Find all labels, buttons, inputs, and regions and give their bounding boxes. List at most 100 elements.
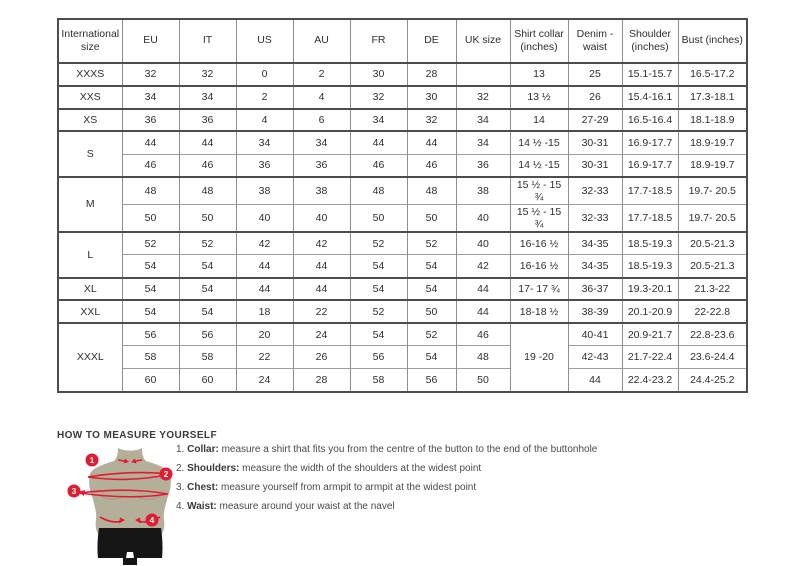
mannequin-shorts — [97, 528, 163, 558]
size-cell: 30 — [349, 62, 408, 86]
size-group-label: XXL — [57, 299, 123, 324]
size-group-label: XXXL — [57, 322, 123, 392]
size-cell: 54 — [349, 276, 408, 301]
table-row: 54 54 44 44 54 54 42 16-16 ½ 34-35 18.5-19.3 20.5-… — [58, 254, 748, 278]
size-cell: 20.9-21.7 — [621, 322, 679, 346]
size-cell-collar-merged: 19 -20 — [509, 322, 569, 392]
size-cell: 34 — [349, 107, 408, 132]
size-cell: 46 — [349, 153, 408, 177]
size-cell: 34 — [292, 130, 351, 155]
measure-instruction-number: 1. — [176, 444, 188, 455]
size-cell: 21.7-22.4 — [621, 345, 679, 369]
size-cell: 34 — [455, 130, 511, 155]
size-cell: 16-16 ½ — [509, 254, 569, 278]
chest-tape-upper — [79, 489, 169, 495]
measure-instruction-text: measure around your waist at the navel — [216, 501, 395, 512]
size-cell: 40 — [455, 230, 511, 255]
size-cell: 50 — [406, 203, 457, 232]
table-row: M 48 48 38 38 48 48 38 15 ½ - 15 ¾ 32-33 17.7-18.5… — [57, 175, 748, 232]
table-row: 46 46 36 36 46 46 36 14 ½ -15 30-31 16.9-17.7 18.9… — [58, 153, 748, 177]
size-cell: 54 — [349, 322, 408, 346]
size-cell: 46 — [178, 153, 237, 177]
size-cell: 38 — [455, 176, 511, 205]
size-cell: 19.3-20.1 — [621, 276, 679, 301]
size-cell: 18 — [235, 299, 294, 324]
size-group-label: L — [57, 230, 123, 278]
svg-text:3: 3 — [72, 486, 77, 496]
size-cell: 46 — [121, 153, 180, 177]
size-cell: 36 — [178, 107, 237, 132]
size-group-label: XL — [57, 276, 123, 301]
size-cell: 24.4-25.2 — [677, 368, 748, 392]
column-header: Bust (inches) — [677, 19, 748, 64]
column-header: International size — [57, 19, 123, 64]
size-cell: 46 — [406, 153, 457, 177]
size-cell: 56 — [178, 322, 237, 346]
size-cell: 27-29 — [567, 107, 623, 132]
size-cell: 42 — [292, 230, 351, 255]
size-cell: 52 — [178, 230, 237, 255]
size-cell: 54 — [178, 276, 237, 301]
size-cell: 44 — [455, 299, 511, 324]
size-cell: 44 — [235, 254, 294, 278]
size-table-head: International size EU IT US AU FR DE UK size Shi… — [57, 19, 748, 64]
size-cell: 58 — [178, 345, 237, 369]
size-cell: 52 — [121, 230, 180, 255]
size-cell: 16.9-17.7 — [621, 130, 679, 155]
size-cell: 17.7-18.5 — [621, 203, 679, 232]
size-cell: 14 ½ -15 — [509, 153, 569, 177]
size-cell: 30-31 — [567, 153, 623, 177]
size-cell: 38 — [292, 176, 351, 205]
size-cell: 15 ½ - 15 ¾ — [509, 203, 569, 232]
size-cell: 17.3-18.1 — [677, 84, 748, 109]
size-table-body: XXXS 32 32 0 2 30 28 13 25 15.1-15.7 16.5-17.2 XXS 3… — [57, 62, 748, 392]
size-cell: 22.4-23.2 — [621, 368, 679, 392]
badge-collar: 1 — [85, 453, 99, 467]
measure-instruction-label: Waist: — [187, 501, 217, 512]
size-cell: 34 — [235, 130, 294, 155]
size-cell: 16.5-17.2 — [677, 62, 748, 86]
measure-instruction-number: 4. — [176, 501, 188, 512]
column-header: US — [235, 19, 294, 64]
size-cell: 54 — [178, 299, 237, 324]
size-cell: 24 — [292, 322, 351, 346]
size-cell: 52 — [406, 230, 457, 255]
measure-instruction-text: measure yourself from armpit to armpit a… — [218, 482, 477, 493]
size-cell: 40 — [235, 203, 294, 232]
size-cell: 2 — [292, 62, 351, 86]
measure-instruction: 3. Chest: measure yourself from armpit t… — [176, 482, 736, 493]
size-cell: 24 — [235, 368, 294, 392]
size-cell: 34 — [178, 84, 237, 109]
size-cell: 32 — [406, 107, 457, 132]
table-row: XL 54 54 44 44 54 54 44 17- 17 ¾ 36-37 19.3-20.1 21… — [57, 276, 748, 301]
size-group-label: XS — [57, 107, 123, 132]
size-cell: 20.5-21.3 — [677, 254, 748, 278]
size-cell: 14 — [509, 107, 569, 132]
size-cell: 32 — [455, 84, 511, 109]
svg-text:1: 1 — [90, 455, 95, 465]
size-cell: 48 — [349, 176, 408, 205]
size-cell: 50 — [406, 299, 457, 324]
size-chart-section: International size EU IT US AU FR DE UK size Shi… — [57, 18, 748, 393]
size-cell: 36-37 — [567, 276, 623, 301]
size-cell: 32 — [178, 62, 237, 86]
table-row: XS 36 36 4 6 34 32 34 14 27-29 16.5-16.4 18.1-18.9 — [57, 107, 748, 132]
chest-contour-left — [99, 495, 123, 500]
size-cell: 22-22.8 — [677, 299, 748, 324]
size-cell: 36 — [455, 153, 511, 177]
size-cell: 16-16 ½ — [509, 230, 569, 255]
size-cell: 30 — [406, 84, 457, 109]
size-cell: 22 — [292, 299, 351, 324]
size-cell: 36 — [292, 153, 351, 177]
size-cell: 54 — [406, 254, 457, 278]
badge-shoulders: 2 — [159, 467, 173, 481]
size-group-label: M — [57, 175, 123, 232]
measure-instruction-label: Collar: — [187, 444, 219, 455]
column-header: UK size — [455, 19, 511, 64]
size-cell: 32 — [349, 84, 408, 109]
measure-instruction-number: 2. — [176, 463, 188, 474]
size-cell: 28 — [292, 368, 351, 392]
size-cell: 56 — [121, 322, 180, 346]
size-cell: 42-43 — [567, 345, 623, 369]
size-cell: 28 — [406, 62, 457, 86]
